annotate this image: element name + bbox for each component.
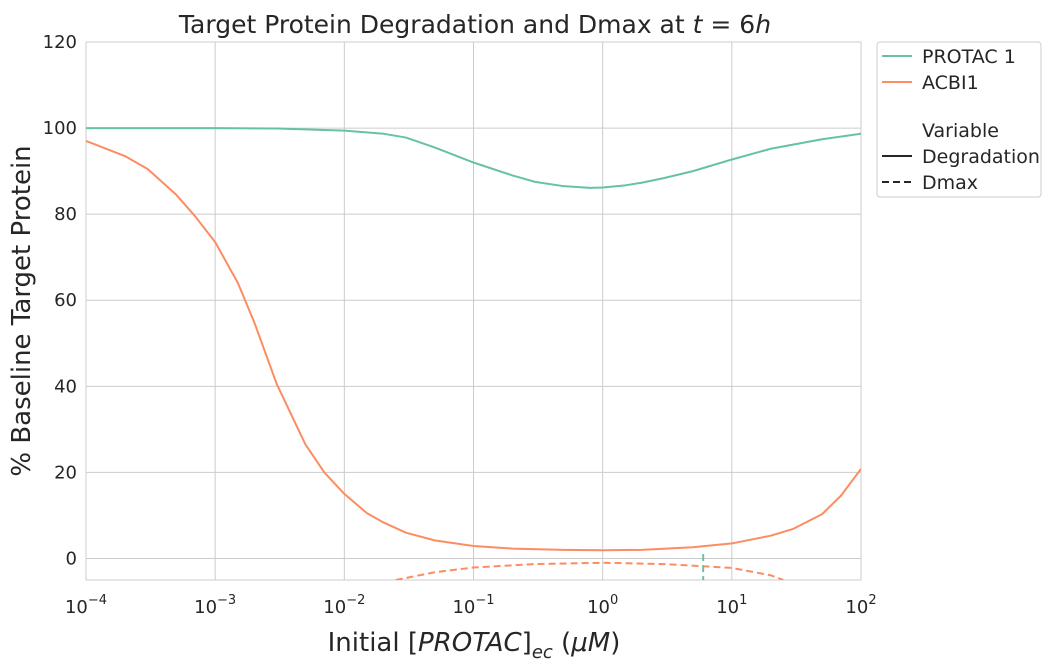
acbi1-dmax-line [395, 561, 784, 580]
legend-label-protac1: PROTAC 1 [922, 46, 1016, 68]
x-tick-label: 10−2 [323, 593, 365, 618]
series-layer [86, 127, 861, 580]
chart-title: Target Protein Degradation and Dmax at t… [178, 10, 771, 39]
legend-label-dmax: Dmax [922, 172, 978, 194]
y-tick-label: 20 [54, 462, 77, 483]
y-tick-label: 60 [54, 290, 77, 311]
y-tick-label: 80 [54, 204, 77, 225]
y-tick-label: 0 [66, 548, 77, 569]
y-tick-label: 120 [43, 32, 77, 53]
acbi1-degradation-line [86, 140, 861, 552]
x-axis-label: Initial [PROTAC]ec (μM) [328, 628, 621, 663]
plot-frame [85, 41, 862, 581]
tick-labels: 0 20 40 60 80 100 120 10−4 10−3 10−2 10−1 100 101 102 [43, 32, 877, 618]
x-tick-label: 10−3 [194, 593, 236, 618]
y-tick-label: 100 [43, 118, 77, 139]
legend-label-acbi1: ACBI1 [922, 72, 979, 94]
legend-title-variable: Variable [922, 120, 999, 142]
y-tick-label: 40 [54, 376, 77, 397]
x-tick-label: 102 [845, 593, 876, 618]
x-tick-label: 10−1 [452, 593, 494, 618]
legend-frame [876, 41, 1042, 198]
x-tick-label: 101 [716, 593, 747, 618]
y-axis-label: % Baseline Target Protein [7, 145, 37, 476]
legend: PROTAC 1 ACBI1 Variable Degradation Dmax [876, 41, 1042, 198]
x-tick-label: 10−4 [65, 593, 107, 618]
grid [85, 41, 862, 581]
protac1-degradation-line [86, 127, 861, 189]
legend-label-degradation: Degradation [922, 146, 1040, 168]
x-tick-label: 100 [587, 593, 618, 618]
